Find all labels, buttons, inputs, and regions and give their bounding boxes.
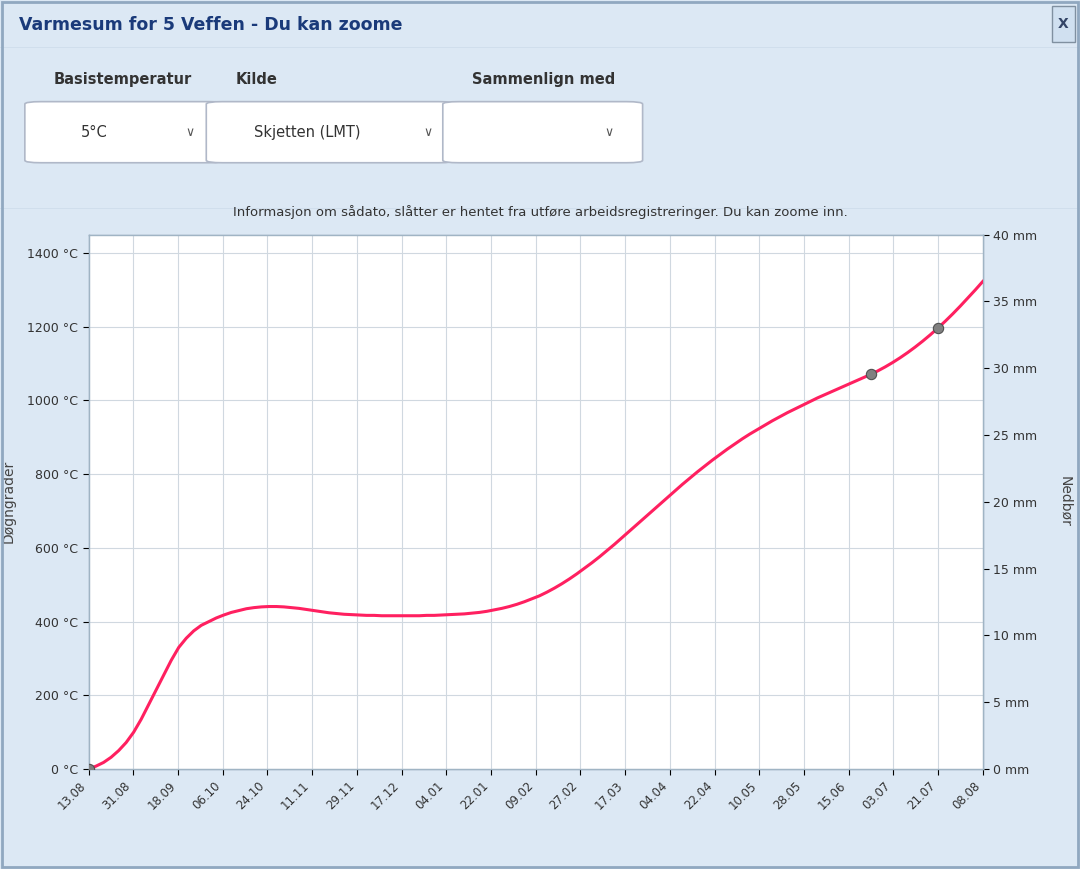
Bar: [860, 716, 865, 769]
Bar: [296, 716, 301, 769]
Bar: [626, 756, 633, 769]
Text: ∨: ∨: [605, 126, 613, 139]
Bar: [897, 742, 903, 769]
Bar: [950, 742, 956, 769]
Bar: [928, 675, 933, 769]
Bar: [229, 675, 234, 769]
Bar: [273, 756, 280, 769]
Text: Varmesum for 5 Veffen - Du kan zoome: Varmesum for 5 Veffen - Du kan zoome: [19, 16, 403, 34]
Bar: [837, 756, 842, 769]
Bar: [905, 729, 910, 769]
Bar: [138, 716, 144, 769]
Y-axis label: Døgngrader: Døgngrader: [2, 461, 16, 543]
Bar: [100, 302, 107, 769]
Bar: [402, 742, 407, 769]
Bar: [431, 756, 437, 769]
Bar: [747, 742, 753, 769]
Bar: [717, 756, 723, 769]
Text: Døgngrader: 640 etter 12.04, 1158 totalt: Døgngrader: 640 etter 12.04, 1158 totalt: [491, 474, 750, 487]
Text: Kilde: Kilde: [235, 72, 278, 88]
FancyBboxPatch shape: [206, 102, 455, 163]
Bar: [605, 756, 610, 769]
Bar: [964, 756, 971, 769]
Bar: [958, 502, 963, 769]
Text: ∨: ∨: [423, 126, 432, 139]
Text: X: X: [1058, 17, 1068, 31]
Text: Sammenlign med: Sammenlign med: [472, 72, 616, 88]
Bar: [334, 756, 339, 769]
Bar: [710, 742, 715, 769]
Text: Basistemperatur: Basistemperatur: [54, 72, 192, 88]
Text: 03.07: 03.07: [464, 401, 517, 419]
Bar: [890, 742, 895, 769]
Bar: [237, 729, 242, 769]
Text: Nedbør: 135 mm etter 12.04 (1 mm): Nedbør: 135 mm etter 12.04 (1 mm): [491, 515, 721, 528]
Polygon shape: [853, 464, 869, 477]
Bar: [867, 595, 873, 769]
Bar: [206, 368, 212, 769]
Bar: [244, 756, 249, 769]
Bar: [176, 756, 181, 769]
Bar: [792, 568, 798, 769]
Bar: [590, 729, 595, 769]
Text: 5°C: 5°C: [81, 124, 108, 140]
Point: [930, 321, 947, 335]
Bar: [168, 729, 174, 769]
Bar: [476, 756, 482, 769]
FancyBboxPatch shape: [443, 102, 643, 163]
Bar: [814, 729, 821, 769]
FancyBboxPatch shape: [462, 468, 485, 493]
Point: [862, 368, 879, 381]
Bar: [214, 435, 219, 769]
Text: Skjetten (LMT): Skjetten (LMT): [254, 124, 361, 140]
FancyBboxPatch shape: [1052, 6, 1075, 42]
Bar: [740, 716, 745, 769]
Bar: [597, 742, 603, 769]
Y-axis label: Nedbør: Nedbør: [1058, 476, 1072, 527]
Text: Informasjon om sådato, slåtter er hentet fra utføre arbeidsregistreringer. Du ka: Informasjon om sådato, slåtter er hentet…: [232, 205, 848, 219]
Bar: [807, 702, 813, 769]
Bar: [799, 582, 806, 769]
Bar: [845, 742, 850, 769]
Text: ∨: ∨: [186, 126, 194, 139]
Bar: [469, 729, 474, 769]
Bar: [642, 729, 647, 769]
FancyBboxPatch shape: [462, 509, 485, 534]
FancyBboxPatch shape: [25, 102, 225, 163]
Bar: [161, 662, 166, 769]
Point: [80, 762, 97, 776]
Bar: [326, 742, 332, 769]
Bar: [153, 742, 159, 769]
Text: Gjødslet: Gjødslet: [464, 436, 522, 450]
